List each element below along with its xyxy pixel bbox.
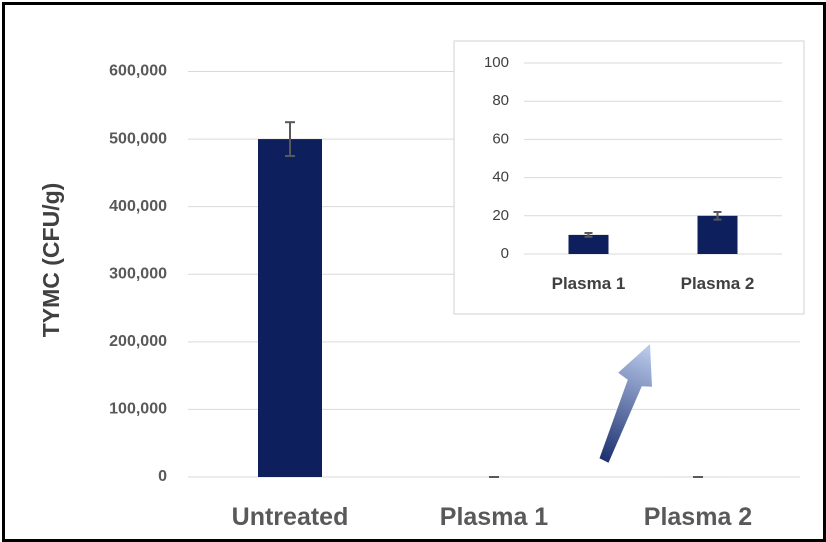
inset-error-bar: [713, 210, 722, 221]
inset-y-tick-label: 100: [484, 54, 509, 71]
inset-bar-plasma-1: [568, 234, 609, 254]
main-category-label: Untreated: [232, 503, 349, 531]
inset-y-tick-label: 0: [501, 245, 509, 262]
inset-bar-plasma-2: [697, 215, 738, 254]
main-category-label: Plasma 2: [644, 503, 752, 531]
inset-y-tick-label: 20: [492, 207, 509, 224]
main-y-tick-label: 300,000: [109, 265, 167, 282]
main-y-tick-labels: 0 100,000 200,000 300,000 400,000 500,000 600,…: [109, 63, 167, 486]
inset-gridlines: [524, 62, 782, 255]
inset-error-bar: [584, 231, 593, 238]
main-y-tick-label: 500,000: [109, 130, 167, 147]
y-axis-label: TYMC (CFU/g): [38, 183, 64, 338]
arrow-icon: [599, 344, 652, 463]
main-y-tick-label: 400,000: [109, 198, 167, 215]
inset-y-tick-labels: 0 20 40 60 80 100: [484, 54, 509, 262]
inset-y-tick-label: 40: [492, 169, 509, 186]
main-y-tick-label: 0: [158, 468, 167, 485]
inset-y-tick-label: 80: [492, 92, 509, 109]
main-category-labels: Untreated Plasma 1 Plasma 2: [232, 503, 753, 531]
inset-category-label: Plasma 2: [681, 274, 755, 293]
main-category-label: Plasma 1: [440, 503, 549, 531]
inset-category-labels: Plasma 1 Plasma 2: [552, 274, 755, 293]
main-bars: [258, 121, 730, 478]
inset-category-label: Plasma 1: [552, 274, 626, 293]
main-y-tick-label: 600,000: [109, 63, 167, 80]
main-y-tick-label: 100,000: [109, 401, 167, 418]
inset-chart: 0 20 40 60 80 100 Plasma 1 Plasma 2: [453, 40, 805, 315]
inset-y-tick-label: 60: [492, 130, 509, 147]
inset-bars: [568, 210, 738, 254]
main-y-tick-label: 200,000: [109, 333, 167, 350]
main-error-bar: [285, 121, 295, 157]
main-bar-untreated: [258, 139, 322, 478]
chart-svg: 0 100,000 200,000 300,000 400,000 500,000 600,…: [38, 40, 805, 531]
